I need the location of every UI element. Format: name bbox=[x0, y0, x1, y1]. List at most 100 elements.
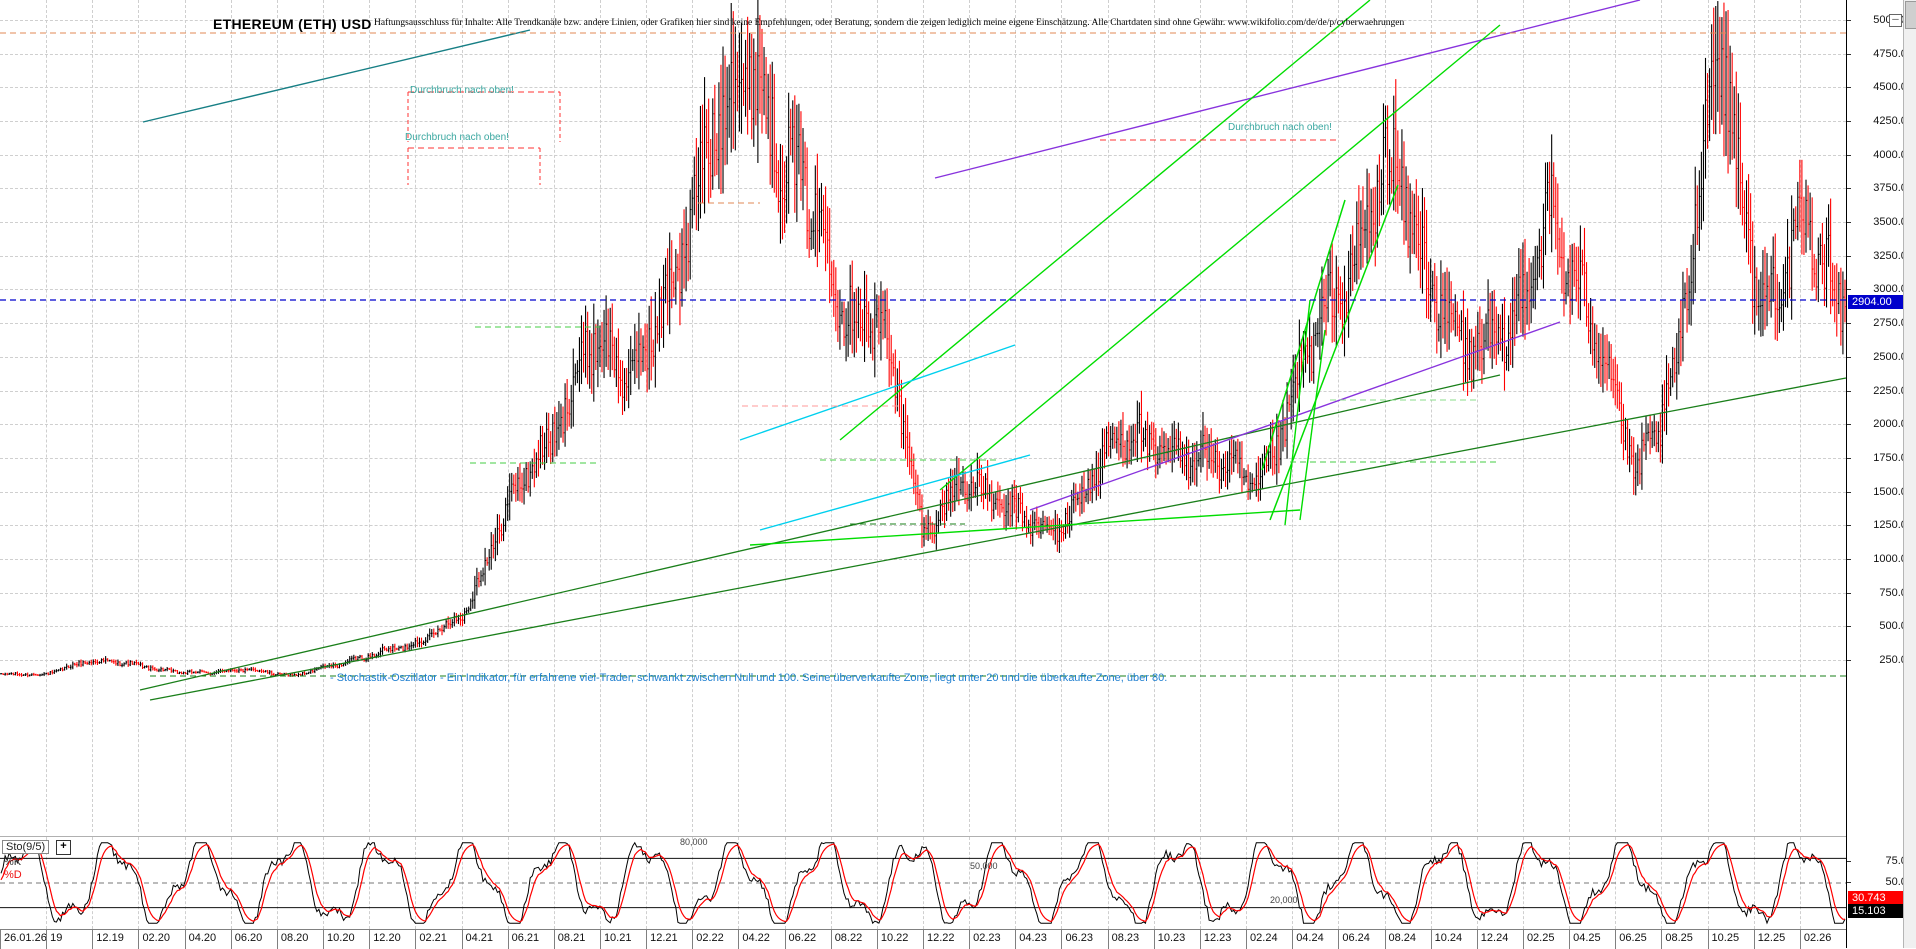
stochastic-d-value-badge: 15.103 bbox=[1848, 904, 1916, 919]
date-tick-label: 10.25 bbox=[1711, 932, 1740, 944]
stochastic-note: - Stochastik-Oszillator - Ein Indikator,… bbox=[330, 672, 1168, 684]
gridline bbox=[276, 0, 278, 832]
date-axis-separator bbox=[92, 930, 94, 949]
gridline bbox=[0, 660, 1846, 661]
trend-line bbox=[142, 29, 531, 123]
gridline bbox=[1061, 0, 1063, 832]
date-axis-separator bbox=[599, 930, 601, 949]
date-axis-separator bbox=[1107, 930, 1109, 949]
stochastic-d-line bbox=[0, 843, 1846, 923]
date-tick-label: 06.20 bbox=[234, 932, 263, 944]
gridline bbox=[369, 0, 371, 832]
price-tick bbox=[1847, 53, 1851, 55]
stochastic-level-label: 50,000 bbox=[970, 861, 998, 871]
date-axis-separator bbox=[692, 930, 694, 949]
date-axis-separator bbox=[1661, 930, 1663, 949]
gridline bbox=[1107, 0, 1109, 832]
gridline bbox=[46, 0, 48, 832]
date-tick-label: 12.23 bbox=[1203, 932, 1232, 944]
gridline bbox=[0, 323, 1846, 325]
date-axis-separator bbox=[1522, 930, 1524, 949]
stochastic-k-label: %K bbox=[4, 856, 22, 868]
date-tick-label: 02.26 bbox=[1803, 932, 1832, 944]
date-axis-separator bbox=[876, 930, 878, 949]
chart-annotation: Durchbruch nach oben! bbox=[410, 85, 514, 96]
date-tick-label: 06.25 bbox=[1619, 932, 1647, 944]
date-axis-separator bbox=[46, 930, 48, 949]
gridline bbox=[1569, 0, 1571, 832]
date-axis-separator bbox=[1615, 930, 1617, 949]
gridline bbox=[599, 0, 601, 832]
date-tick-label: 04.21 bbox=[465, 932, 494, 944]
indicator-expand-button[interactable]: + bbox=[56, 840, 71, 855]
gridline bbox=[138, 0, 140, 832]
gridline bbox=[1522, 0, 1524, 832]
trend-line bbox=[149, 377, 1847, 701]
date-axis-separator bbox=[923, 930, 924, 949]
date-axis-separator bbox=[646, 930, 648, 949]
date-axis-separator bbox=[276, 930, 278, 949]
price-tick bbox=[1847, 424, 1851, 426]
stochastic-tick bbox=[1847, 881, 1851, 883]
gridline bbox=[923, 0, 924, 832]
date-tick-label: 02.24 bbox=[1250, 932, 1278, 944]
stochastic-pane[interactable]: 80,000 50,000 20,000 bbox=[0, 836, 1846, 929]
price-tick bbox=[1847, 188, 1851, 190]
gridline bbox=[184, 0, 186, 832]
date-tick-label: 10.24 bbox=[1434, 932, 1463, 944]
vertical-scrollbar[interactable] bbox=[1903, 0, 1916, 948]
gridline bbox=[0, 525, 1846, 527]
date-axis-separator bbox=[969, 930, 971, 949]
gridline bbox=[1153, 0, 1155, 832]
gridline bbox=[1615, 0, 1617, 832]
gridline bbox=[830, 0, 832, 832]
price-tick bbox=[1847, 626, 1851, 628]
price-tick bbox=[1847, 457, 1851, 459]
stochastic-k-value-badge: 30.743 bbox=[1848, 890, 1916, 905]
date-tick-label: 08.20 bbox=[280, 932, 309, 944]
price-chart-pane[interactable]: ETHEREUM (ETH) USD Haftungsausschluss fü… bbox=[0, 0, 1847, 832]
gridline bbox=[0, 255, 1846, 257]
gridline bbox=[0, 592, 1846, 594]
chart-annotation: Durchbruch nach oben! bbox=[1228, 122, 1332, 133]
stochastic-tick bbox=[1847, 860, 1851, 862]
trend-line bbox=[939, 24, 1501, 491]
date-tick-label: 19 bbox=[50, 932, 63, 944]
date-tick-label: 12.22 bbox=[927, 932, 955, 944]
gridline bbox=[553, 837, 555, 929]
gridline bbox=[0, 457, 1846, 459]
price-tick bbox=[1847, 323, 1851, 325]
gridline bbox=[646, 837, 648, 929]
date-axis[interactable]: 26.01.26 19 12.19 02.20 04.20 06.20 08.20 10.20… bbox=[0, 929, 1846, 949]
date-tick-label: 12.25 bbox=[1757, 932, 1786, 944]
date-tick-label: 12.24 bbox=[1480, 932, 1509, 944]
gridline bbox=[230, 0, 232, 832]
date-tick-label: 04.25 bbox=[1573, 932, 1601, 944]
date-axis-separator bbox=[1338, 930, 1340, 949]
collapse-button[interactable]: ─ bbox=[1889, 14, 1902, 27]
gridline bbox=[1338, 0, 1340, 832]
date-axis-separator bbox=[1753, 930, 1755, 949]
price-tick bbox=[1847, 592, 1851, 594]
gridline bbox=[323, 0, 325, 832]
date-axis-separator bbox=[1061, 930, 1063, 949]
gridline bbox=[692, 0, 694, 832]
gridline bbox=[923, 837, 924, 929]
stochastic-d-label: %D bbox=[4, 869, 22, 881]
page-title: ETHEREUM (ETH) USD bbox=[213, 16, 372, 32]
trend-line bbox=[934, 0, 1641, 179]
gridline bbox=[1661, 837, 1663, 929]
indicator-name-badge[interactable]: Sto(9/5) bbox=[2, 840, 50, 854]
gridline bbox=[738, 0, 740, 832]
date-axis-separator bbox=[830, 930, 832, 949]
gridline bbox=[646, 0, 648, 832]
stochastic-series-svg bbox=[0, 841, 1846, 925]
date-axis-separator bbox=[1707, 930, 1709, 949]
date-axis-separator bbox=[1384, 930, 1386, 949]
date-axis-separator bbox=[507, 930, 509, 949]
scrollbar-thumb[interactable] bbox=[1905, 1, 1916, 29]
trend-line bbox=[1029, 321, 1561, 511]
gridline bbox=[0, 558, 1846, 560]
gridline bbox=[1384, 837, 1386, 929]
date-tick-label: 06.23 bbox=[1065, 932, 1093, 944]
